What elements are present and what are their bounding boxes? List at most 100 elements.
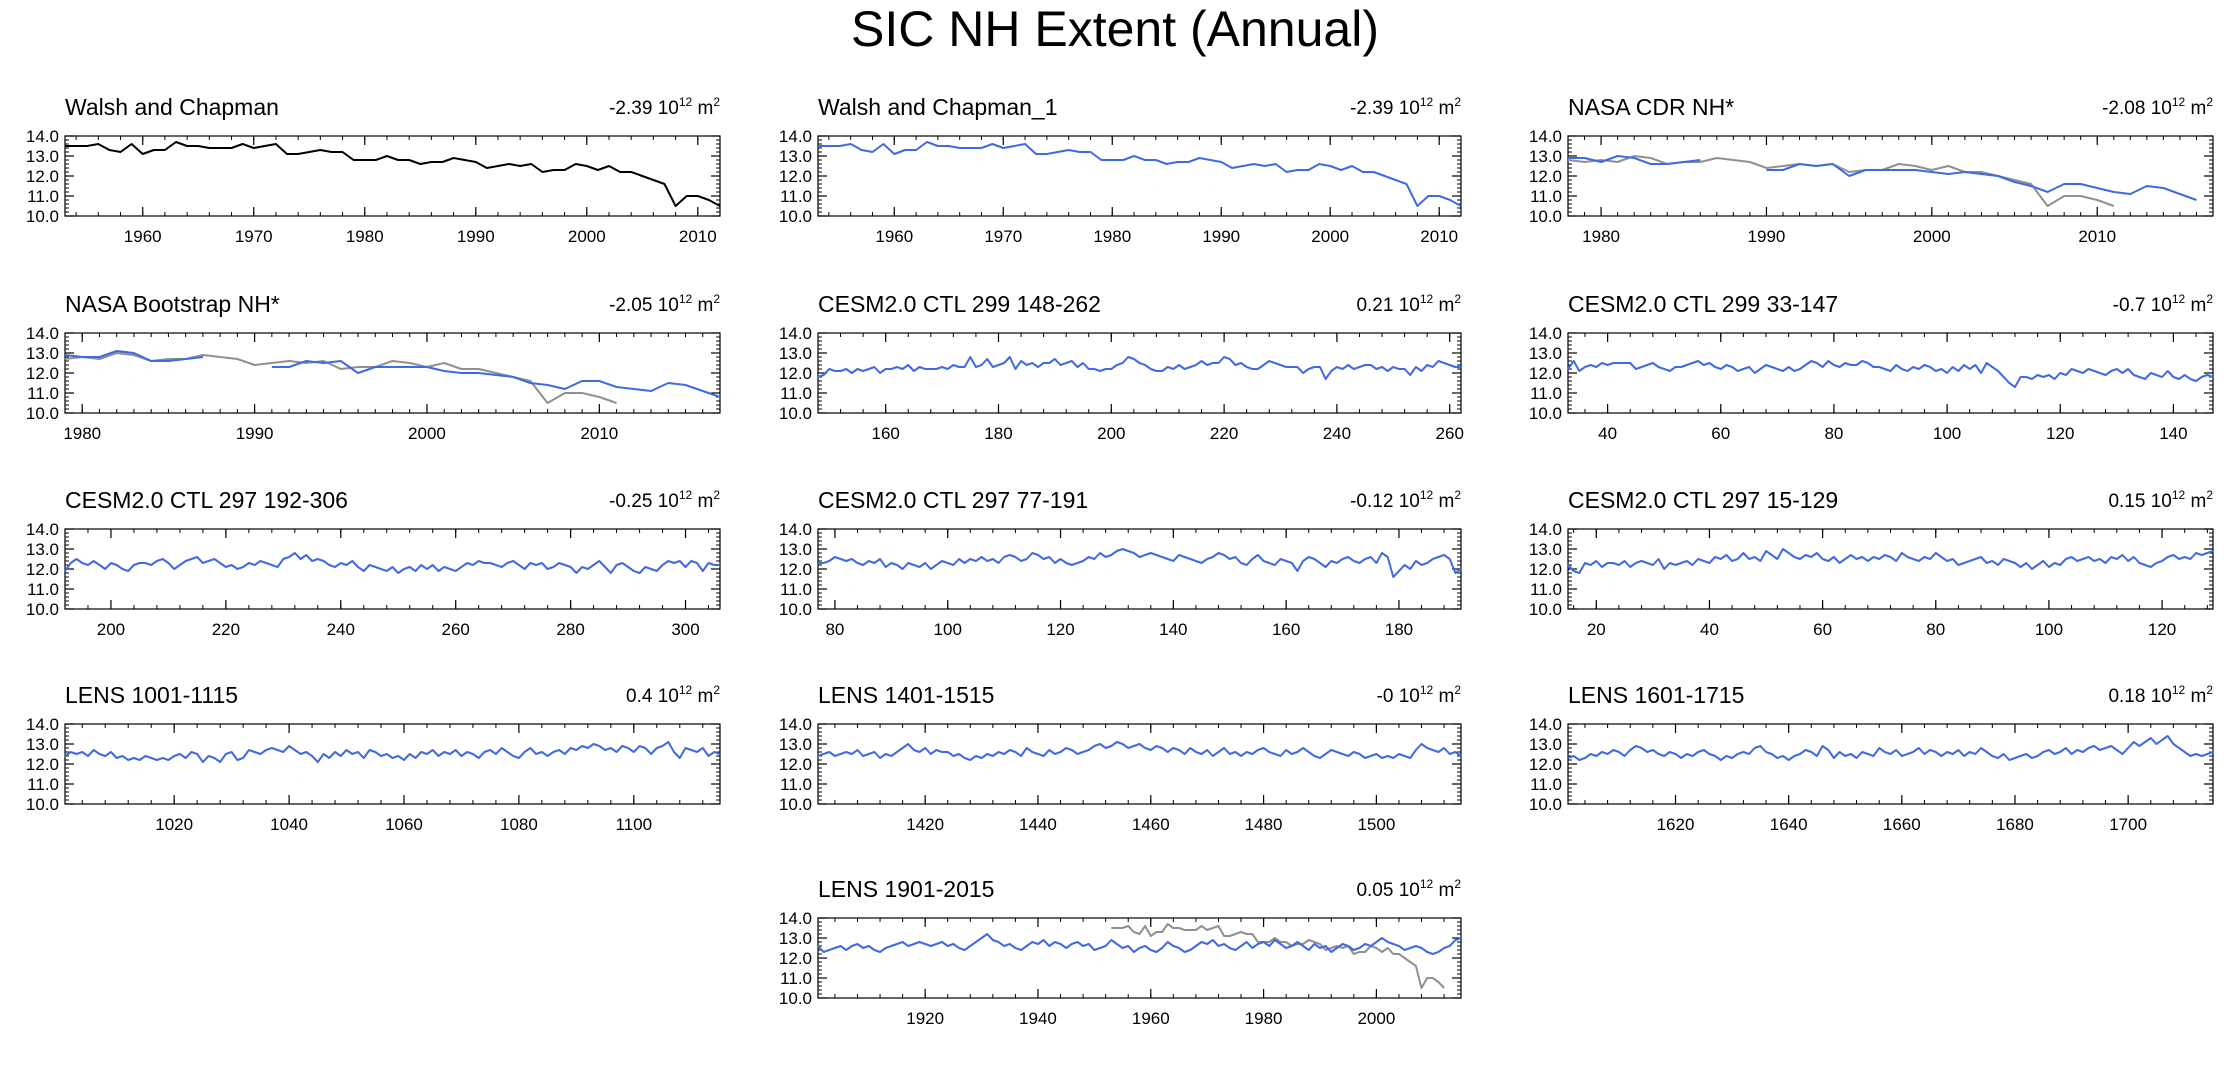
panel-p7: CESM2.0 CTL 297 77-191 -0.12 1012 m2 80 100… <box>753 487 1462 677</box>
y-tick-label: 12.0 <box>779 755 812 774</box>
panel-title: LENS 1901-2015 <box>818 876 995 902</box>
x-tick-label: 1020 <box>155 815 193 834</box>
x-tick-label: 100 <box>934 620 962 639</box>
trend-unit: m <box>2190 98 2207 119</box>
x-tick-label: 120 <box>2046 424 2074 443</box>
trend-unit-exp: 12 <box>1419 292 1434 306</box>
series-line-walsh-and-chapman <box>65 141 721 207</box>
y-tick-label: 11.0 <box>27 187 59 206</box>
x-tick-label: 80 <box>1926 620 1945 639</box>
y-tick-label: 13.0 <box>779 344 812 363</box>
y-tick-label: 13.0 <box>26 344 59 363</box>
x-tick-label: 2000 <box>568 227 606 246</box>
y-tick-label: 10.0 <box>779 795 812 814</box>
x-tick-label: 100 <box>1933 424 1961 443</box>
trend-unit-base: 10 <box>2150 98 2172 119</box>
trend-unit-exp: 12 <box>678 95 693 109</box>
x-tick-label: 2010 <box>1420 227 1458 246</box>
trend-unit-sup: 2 <box>2206 292 2213 306</box>
y-tick-label: 10.0 <box>26 600 59 619</box>
y-tick-label: 11.0 <box>27 775 59 794</box>
chart-svg: 1020 1040 1060 1080 1100 10.011.012.013.014.0 <box>26 715 721 834</box>
x-tick-label: 1980 <box>63 424 101 443</box>
y-tick-label: 13.0 <box>1529 540 1562 559</box>
x-tick-label: 1990 <box>1202 227 1240 246</box>
x-tick-label: 1480 <box>1245 815 1283 834</box>
trend-unit-sup: 2 <box>2206 683 2213 697</box>
plot-frame <box>817 917 1462 999</box>
x-tick-label: 2000 <box>1913 227 1951 246</box>
panel-title: CESM2.0 CTL 297 192-306 <box>65 487 348 513</box>
panel-p6: CESM2.0 CTL 297 192-306 -0.25 1012 m2 200 2… <box>0 487 721 677</box>
y-tick-label: 12.0 <box>26 560 59 579</box>
x-tick-label: 1970 <box>235 227 273 246</box>
x-tick-label: 60 <box>1711 424 1730 443</box>
trend-unit: m <box>1438 686 1455 707</box>
trend-unit-base: 10 <box>1398 98 1420 119</box>
y-tick-label: 14.0 <box>26 127 59 146</box>
y-tick-label: 13.0 <box>779 147 812 166</box>
x-tick-label: 1980 <box>1582 227 1620 246</box>
chart-svg: 200 220 240 260 280 300 10.011.012.013.014.0 <box>26 520 721 639</box>
x-tick-label: 1980 <box>1093 227 1131 246</box>
trend-label: 0.4 1012 m2 <box>626 683 720 708</box>
y-tick-label: 12.0 <box>1529 560 1562 579</box>
y-tick-label: 10.0 <box>26 404 59 423</box>
plot-frame <box>817 528 1462 610</box>
trend-unit-sup: 2 <box>713 683 720 697</box>
trend-label: -0.7 1012 m2 <box>2113 292 2213 317</box>
trend-unit-exp: 12 <box>1419 488 1434 502</box>
trend-unit-exp: 12 <box>678 488 693 502</box>
panel-title: CESM2.0 CTL 297 77-191 <box>818 487 1089 513</box>
plot-frame <box>817 332 1462 414</box>
x-tick-label: 180 <box>984 424 1012 443</box>
chart-svg: 1960 1970 1980 1990 2000 2010 10.011.012.0 14.0… <box>26 127 721 246</box>
trend-unit-exp: 12 <box>678 683 693 697</box>
x-tick-label: 1080 <box>500 815 538 834</box>
y-tick-label: 13.0 <box>1529 735 1562 754</box>
x-tick-label: 200 <box>97 620 125 639</box>
y-tick-label: 13.0 <box>26 735 59 754</box>
series-line-ctl-297 <box>64 552 720 574</box>
trend-label: -0.25 1012 m2 <box>609 488 720 513</box>
panel-title: LENS 1401-1515 <box>818 682 995 708</box>
trend-value: 0.18 <box>2108 686 2146 707</box>
trend-value: -2.05 <box>609 295 653 316</box>
trend-label: 0.21 1012 m2 <box>1356 292 1461 317</box>
x-tick-label: 1990 <box>1748 227 1786 246</box>
x-tick-label: 1660 <box>1883 815 1921 834</box>
trend-value: -0 <box>1376 686 1394 707</box>
x-tick-label: 180 <box>1385 620 1413 639</box>
y-tick-label: 13.0 <box>1529 344 1562 363</box>
y-tick-label: 12.0 <box>26 755 59 774</box>
y-tick-label: 14.0 <box>779 127 812 146</box>
x-tick-label: 20 <box>1587 620 1606 639</box>
series-line-lens <box>817 741 1462 761</box>
trend-value: -0.25 <box>609 491 653 512</box>
trend-unit-exp: 12 <box>2171 292 2186 306</box>
y-tick-label: 14.0 <box>779 715 812 734</box>
y-tick-label: 14.0 <box>1529 127 1562 146</box>
chart-svg: 80 100 120 140 160 180 10.011.012.013.014.0 <box>779 520 1462 639</box>
plot-frame <box>817 135 1462 217</box>
x-tick-label: 1920 <box>906 1009 944 1028</box>
panel-p2: NASA CDR NH* -2.08 1012 m2 1980 1990 2000 201… <box>1503 94 2214 284</box>
figure-title: SIC NH Extent (Annual) <box>851 1 1379 57</box>
series-line-nasa-cdr-nh <box>1766 163 2197 201</box>
plot-frame <box>1567 135 2214 217</box>
x-tick-label: 1990 <box>457 227 495 246</box>
series-line-lens <box>817 933 1462 955</box>
trend-unit-sup: 2 <box>1454 877 1461 891</box>
chart-svg: 40 60 80 100 120 140 10.011.012.013.014.0 <box>1529 324 2214 443</box>
y-tick-label: 11.0 <box>1530 580 1562 599</box>
y-tick-label: 12.0 <box>779 949 812 968</box>
trend-unit-sup: 2 <box>2206 488 2213 502</box>
panel-title: CESM2.0 CTL 297 15-129 <box>1568 487 1839 513</box>
trend-unit: m <box>1438 295 1455 316</box>
y-tick-label: 10.0 <box>1529 404 1562 423</box>
y-tick-label: 10.0 <box>26 795 59 814</box>
trend-label: 0.05 1012 m2 <box>1356 877 1461 902</box>
x-tick-label: 100 <box>2035 620 2063 639</box>
series-line-ctl-297 <box>1567 548 2214 574</box>
